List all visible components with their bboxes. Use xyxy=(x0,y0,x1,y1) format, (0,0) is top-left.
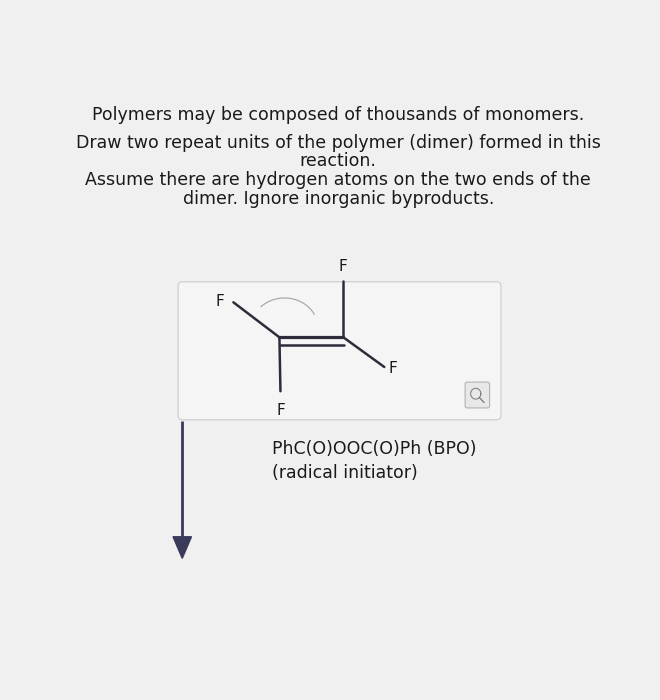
Text: F: F xyxy=(388,360,397,376)
Text: Polymers may be composed of thousands of monomers.: Polymers may be composed of thousands of… xyxy=(92,106,584,124)
Text: (radical initiator): (radical initiator) xyxy=(272,464,418,482)
Text: PhC(O)OOC(O)Ph (BPO): PhC(O)OOC(O)Ph (BPO) xyxy=(272,440,477,458)
FancyBboxPatch shape xyxy=(465,382,490,408)
Text: reaction.: reaction. xyxy=(300,153,377,171)
Text: dimer. Ignore inorganic byproducts.: dimer. Ignore inorganic byproducts. xyxy=(183,190,494,208)
Text: F: F xyxy=(215,294,224,309)
Polygon shape xyxy=(173,537,191,559)
Text: Assume there are hydrogen atoms on the two ends of the: Assume there are hydrogen atoms on the t… xyxy=(85,172,591,189)
FancyBboxPatch shape xyxy=(178,282,501,420)
Text: F: F xyxy=(339,259,348,274)
Text: F: F xyxy=(276,403,285,418)
Text: Draw two repeat units of the polymer (dimer) formed in this: Draw two repeat units of the polymer (di… xyxy=(76,134,601,152)
